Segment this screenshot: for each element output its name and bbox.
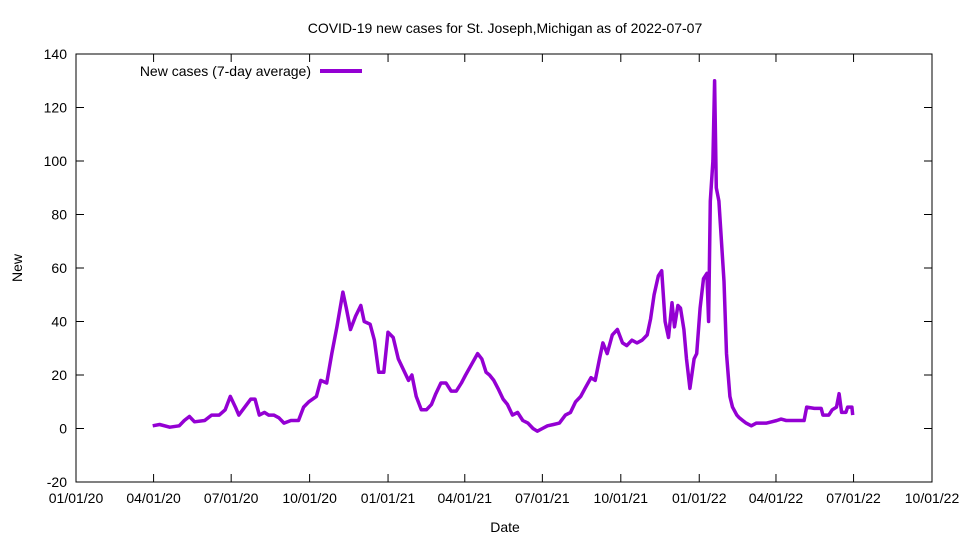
series-line-new-cases xyxy=(152,79,855,433)
x-tick-label: 01/01/20 xyxy=(49,490,104,506)
y-tick-label: 20 xyxy=(51,367,67,383)
y-tick-label: 60 xyxy=(51,260,67,276)
x-axis-label: Date xyxy=(490,519,520,535)
chart-title: COVID-19 new cases for St. Joseph,Michig… xyxy=(308,20,703,36)
legend: New cases (7-day average) xyxy=(140,63,362,79)
x-tick-label: 10/01/22 xyxy=(905,490,960,506)
y-axis: -20 0 20 40 60 80 100 120 140 xyxy=(44,46,932,490)
x-tick-label: 07/01/21 xyxy=(515,490,570,506)
x-tick-label: 01/01/21 xyxy=(361,490,416,506)
x-tick-label: 10/01/20 xyxy=(282,490,337,506)
y-axis-label: New xyxy=(9,253,25,282)
legend-label: New cases (7-day average) xyxy=(140,63,311,79)
x-tick-label: 10/01/21 xyxy=(594,490,649,506)
x-tick-label: 04/01/20 xyxy=(126,490,181,506)
y-tick-label: 40 xyxy=(51,314,67,330)
x-tick-label: 01/01/22 xyxy=(672,490,727,506)
y-tick-label: -20 xyxy=(47,474,67,490)
x-tick-label: 07/01/22 xyxy=(826,490,881,506)
y-tick-label: 80 xyxy=(51,207,67,223)
y-tick-label: 140 xyxy=(44,46,68,62)
x-tick-label: 07/01/20 xyxy=(204,490,259,506)
y-tick-label: 120 xyxy=(44,100,68,116)
x-axis: 01/01/20 04/01/20 07/01/20 10/01/20 01/01/21… xyxy=(49,54,960,506)
x-tick-label: 04/01/22 xyxy=(749,490,804,506)
x-tick-label: 04/01/21 xyxy=(438,490,493,506)
y-tick-label: 0 xyxy=(59,421,67,437)
y-tick-label: 100 xyxy=(44,153,68,169)
